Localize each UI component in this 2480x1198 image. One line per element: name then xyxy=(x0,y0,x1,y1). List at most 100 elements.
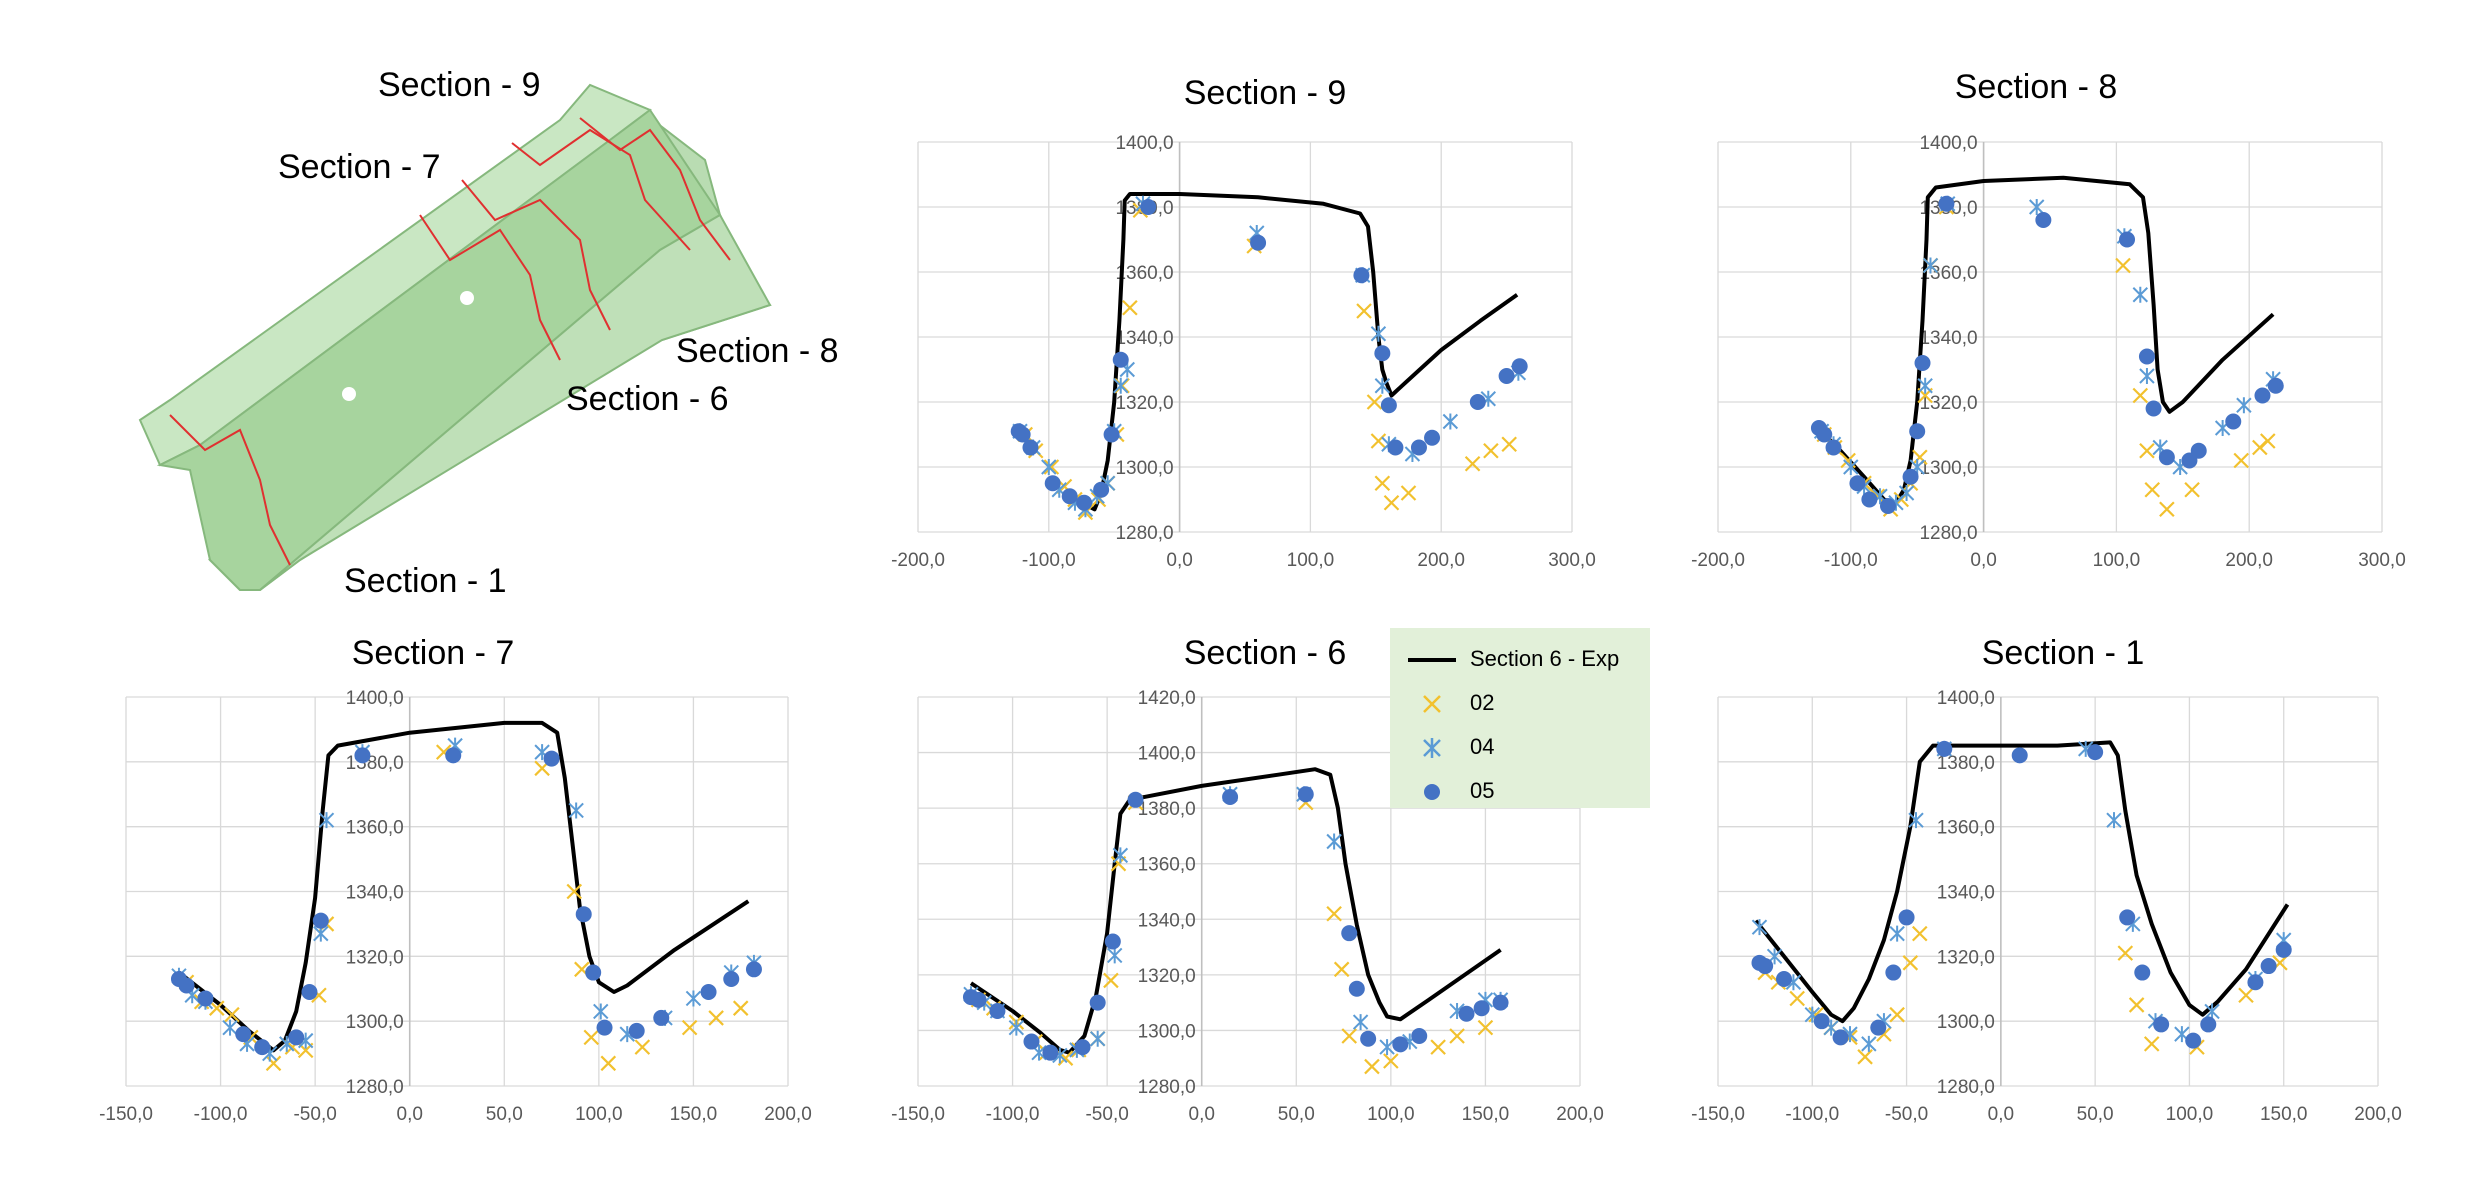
point-02 xyxy=(1374,475,1391,492)
point-02 xyxy=(2132,387,2149,404)
point-05 xyxy=(1902,468,1919,485)
point-02 xyxy=(1364,1058,1380,1075)
point-02 xyxy=(634,1039,651,1055)
y-tick-label: 1340,0 xyxy=(1937,883,1995,904)
point-05 xyxy=(1348,980,1365,997)
point-05 xyxy=(1511,358,1528,375)
point-05 xyxy=(2087,744,2104,761)
point-05 xyxy=(1387,439,1404,456)
x-tick-label: -100,0 xyxy=(1785,1104,1839,1125)
section-line-7 xyxy=(461,179,611,331)
point-02 xyxy=(1333,961,1350,978)
point-04 xyxy=(1889,925,1905,942)
y-tick-label: 1380,0 xyxy=(1138,799,1196,820)
point-05 xyxy=(970,991,987,1008)
y-tick-label: 1360,0 xyxy=(1919,263,1977,284)
point-05 xyxy=(2119,909,2136,926)
point-05 xyxy=(1870,1019,1887,1036)
x-tick-label: 200,0 xyxy=(1556,1104,1604,1125)
series-s05 xyxy=(1010,199,1528,511)
point-05 xyxy=(1898,909,1915,926)
x-tick-label: 0,0 xyxy=(1970,550,1996,571)
point-05 xyxy=(745,961,762,978)
point-05 xyxy=(1411,1027,1428,1044)
x-tick-label: -100,0 xyxy=(986,1104,1040,1125)
y-tick-label: 1380,0 xyxy=(1937,753,1995,774)
chart-title: Section - 9 xyxy=(1184,74,1347,112)
point-05 xyxy=(1089,994,1106,1011)
y-tick-label: 1300,0 xyxy=(1138,1021,1196,1042)
point-05 xyxy=(1103,426,1120,443)
point-05 xyxy=(1469,394,1486,410)
x-tick-label: 150,0 xyxy=(1462,1104,1510,1125)
legend-label-05: 05 xyxy=(1470,778,1495,803)
y-tick-label: 1400,0 xyxy=(1138,744,1196,765)
point-02 xyxy=(1383,494,1400,511)
point-05 xyxy=(2158,449,2175,466)
y-tick-label: 1280,0 xyxy=(1138,1077,1196,1098)
point-04 xyxy=(685,990,702,1007)
point-05 xyxy=(1816,426,1833,443)
point-05 xyxy=(1127,791,1144,808)
point-05 xyxy=(1936,740,1953,757)
point-02 xyxy=(600,1055,617,1072)
point-02 xyxy=(1366,394,1383,410)
point-05 xyxy=(178,977,195,994)
y-tick-label: 1320,0 xyxy=(1138,966,1196,987)
x-tick-label: 100,0 xyxy=(1287,550,1335,571)
y-tick-label: 1340,0 xyxy=(1138,910,1196,931)
point-04 xyxy=(1751,919,1768,936)
point-05 xyxy=(1297,786,1314,803)
y-tick-label: 1400,0 xyxy=(346,688,404,709)
x-tick-label: 150,0 xyxy=(2260,1104,2308,1125)
series-s02 xyxy=(1816,199,2276,518)
series-s04 xyxy=(1813,195,2281,511)
point-05 xyxy=(1458,1005,1475,1022)
point-02 xyxy=(2128,997,2145,1013)
point-02 xyxy=(1912,449,1928,466)
x-tick-label: 200,0 xyxy=(2225,550,2273,571)
point-05 xyxy=(1360,1030,1377,1047)
exp-curve xyxy=(1754,740,2290,1024)
x-tick-label: 200,0 xyxy=(2354,1104,2402,1125)
chart-5: -150,0 -100,0 -50,0 0,0 50,0 100,0 150,0 200,0 1… xyxy=(1691,634,2402,1125)
x-tick-label: -50,0 xyxy=(293,1104,336,1125)
x-tick-label: 100,0 xyxy=(2166,1104,2214,1125)
point-02 xyxy=(1400,485,1417,501)
point-05 xyxy=(197,990,214,1007)
series-exp xyxy=(969,767,1502,1055)
x-tick-label: -100,0 xyxy=(194,1104,248,1125)
x-tick-label: 0,0 xyxy=(1166,550,1192,571)
point-05 xyxy=(2267,377,2284,394)
point-05 xyxy=(2260,958,2277,975)
point-02 xyxy=(2238,987,2254,1004)
section-line-8 xyxy=(579,117,731,261)
point-04 xyxy=(1917,377,1933,394)
x-tick-label: -100,0 xyxy=(1824,550,1878,571)
point-05 xyxy=(1222,789,1239,806)
point-05 xyxy=(2138,348,2155,365)
point-02 xyxy=(583,1029,600,1046)
part-3d-illustration xyxy=(138,83,772,591)
x-tick-label: -50,0 xyxy=(1085,1104,1128,1125)
chart-4: -150,0 -100,0 -50,0 0,0 50,0 100,0 150,0 200,0 1… xyxy=(891,634,1604,1125)
point-05 xyxy=(445,747,462,764)
point-02 xyxy=(2143,1036,2160,1052)
chart-2: -200,0 -100,0 0,0 100,0 200,0 300,0 1280,0 1300… xyxy=(1691,68,2406,571)
point-04 xyxy=(318,812,335,829)
point-02 xyxy=(566,883,583,900)
y-tick-label: 1300,0 xyxy=(346,1012,404,1033)
x-tick-label: 0,0 xyxy=(1189,1104,1215,1125)
x-tick-label: 300,0 xyxy=(1548,550,1596,571)
point-04 xyxy=(1922,257,1939,274)
point-04 xyxy=(1861,1035,1877,1052)
point-05 xyxy=(596,1019,613,1036)
part-label-section-9: Section - 9 xyxy=(378,66,541,104)
point-02 xyxy=(2115,257,2131,274)
point-04 xyxy=(1370,325,1387,342)
y-tick-label: 1280,0 xyxy=(1919,523,1977,544)
point-05 xyxy=(2119,231,2136,248)
x-tick-label: 100,0 xyxy=(575,1104,623,1125)
point-05 xyxy=(1813,1013,1830,1030)
